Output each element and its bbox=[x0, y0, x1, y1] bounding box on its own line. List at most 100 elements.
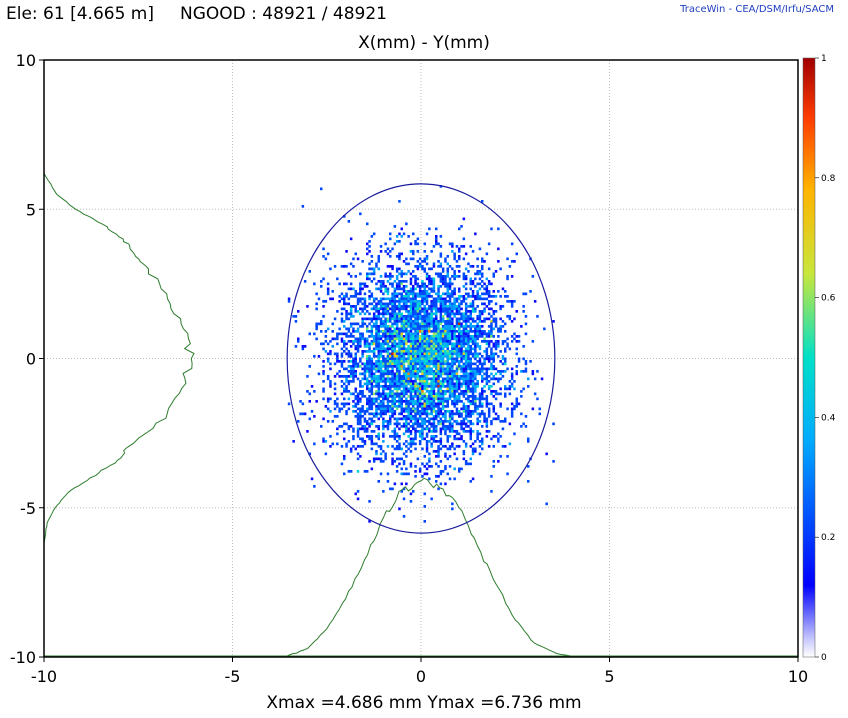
heatmap-cell bbox=[453, 342, 456, 346]
heatmap-cell bbox=[425, 375, 429, 378]
heatmap-cell bbox=[510, 377, 514, 381]
heatmap-cell bbox=[393, 360, 397, 363]
heatmap-cell bbox=[384, 302, 387, 306]
heatmap-cell bbox=[315, 302, 318, 306]
heatmap-cell bbox=[428, 400, 431, 403]
heatmap-cell bbox=[437, 397, 440, 401]
heatmap-cell bbox=[446, 355, 449, 358]
heatmap-cell bbox=[409, 395, 413, 398]
heatmap-cell bbox=[508, 385, 512, 388]
heatmap-cell bbox=[469, 310, 472, 313]
heatmap-cell bbox=[416, 332, 420, 336]
heatmap-cell bbox=[395, 420, 399, 423]
heatmap-cell bbox=[446, 290, 449, 293]
heatmap-cell bbox=[462, 257, 466, 261]
heatmap-cell bbox=[315, 292, 318, 296]
heatmap-cell bbox=[379, 365, 383, 368]
heatmap-cell bbox=[492, 290, 495, 293]
heatmap-cell bbox=[370, 402, 374, 406]
heatmap-cell bbox=[455, 312, 459, 316]
heatmap-cell bbox=[400, 490, 403, 493]
heatmap-cell bbox=[347, 312, 351, 316]
heatmap-cell bbox=[372, 400, 376, 403]
heatmap-cell bbox=[487, 335, 491, 338]
heatmap-cell bbox=[386, 407, 390, 411]
heatmap-cell bbox=[405, 272, 408, 276]
heatmap-cell bbox=[395, 307, 399, 311]
heatmap-cell bbox=[451, 292, 454, 296]
x-tick-label: -5 bbox=[225, 667, 241, 686]
heatmap-cell bbox=[338, 295, 341, 298]
heatmap-cell bbox=[462, 357, 466, 361]
heatmap-cell bbox=[446, 362, 449, 366]
heatmap-cell bbox=[455, 372, 459, 376]
heatmap-cell bbox=[389, 232, 392, 236]
heatmap-cell bbox=[501, 362, 505, 366]
heatmap-cell bbox=[455, 432, 459, 436]
heatmap-cell bbox=[446, 337, 449, 341]
heatmap-cell bbox=[349, 287, 353, 291]
heatmap-cell bbox=[451, 502, 454, 506]
heatmap-cell bbox=[439, 252, 443, 256]
heatmap-cell bbox=[448, 380, 452, 383]
heatmap-cell bbox=[425, 380, 429, 383]
heatmap-cell bbox=[393, 410, 397, 413]
heatmap-cell bbox=[391, 382, 394, 386]
heatmap-cell bbox=[377, 407, 380, 411]
heatmap-cell bbox=[349, 237, 353, 241]
heatmap-cell bbox=[471, 282, 475, 286]
heatmap-cell bbox=[508, 442, 512, 446]
heatmap-cell bbox=[467, 382, 470, 386]
heatmap-cell bbox=[386, 375, 390, 378]
heatmap-cell bbox=[391, 405, 394, 408]
heatmap-cell bbox=[469, 430, 472, 433]
heatmap-cell bbox=[423, 405, 426, 408]
heatmap-cell bbox=[460, 412, 463, 416]
heatmap-cell bbox=[393, 365, 397, 368]
heatmap-cell bbox=[372, 297, 376, 301]
heatmap-cell bbox=[492, 312, 495, 316]
heatmap-cell bbox=[382, 302, 385, 306]
heatmap-cell bbox=[453, 405, 456, 408]
heatmap-cell bbox=[513, 300, 516, 303]
heatmap-cell bbox=[441, 282, 445, 286]
heatmap-cell bbox=[428, 365, 431, 368]
heatmap-cell bbox=[370, 435, 374, 438]
heatmap-cell bbox=[407, 412, 410, 416]
heatmap-cell bbox=[354, 447, 357, 451]
heatmap-cell bbox=[451, 307, 454, 311]
heatmap-cell bbox=[416, 392, 420, 396]
heatmap-cell bbox=[398, 387, 401, 391]
heatmap-cell bbox=[393, 295, 397, 298]
heatmap-cell bbox=[405, 327, 408, 331]
heatmap-cell bbox=[338, 375, 341, 378]
heatmap-cell bbox=[409, 450, 413, 453]
heatmap-cell bbox=[460, 357, 463, 361]
heatmap-cell bbox=[414, 340, 417, 343]
heatmap-cell bbox=[425, 327, 429, 331]
heatmap-cell bbox=[301, 347, 305, 351]
heatmap-cell bbox=[391, 375, 394, 378]
heatmap-cell bbox=[478, 347, 482, 351]
heatmap-cell bbox=[464, 350, 468, 353]
heatmap-cell bbox=[478, 247, 482, 251]
heatmap-cell bbox=[462, 285, 466, 288]
heatmap-cell bbox=[414, 365, 417, 368]
heatmap-cell bbox=[409, 277, 413, 281]
heatmap-cell bbox=[453, 385, 456, 388]
heatmap-cell bbox=[389, 320, 392, 323]
heatmap-cell bbox=[363, 342, 367, 346]
heatmap-cell bbox=[497, 330, 500, 333]
heatmap-cell bbox=[386, 310, 390, 313]
heatmap-cell bbox=[393, 225, 397, 228]
heatmap-cell bbox=[467, 425, 470, 428]
heatmap-cell bbox=[409, 330, 413, 333]
heatmap-cell bbox=[386, 307, 390, 311]
heatmap-cell bbox=[485, 367, 489, 371]
heatmap-cell bbox=[462, 312, 466, 316]
heatmap-cell bbox=[407, 340, 410, 343]
heatmap-cell bbox=[343, 345, 346, 348]
heatmap-cell bbox=[382, 365, 385, 368]
heatmap-cell bbox=[446, 360, 449, 363]
heatmap-cell bbox=[464, 347, 468, 351]
